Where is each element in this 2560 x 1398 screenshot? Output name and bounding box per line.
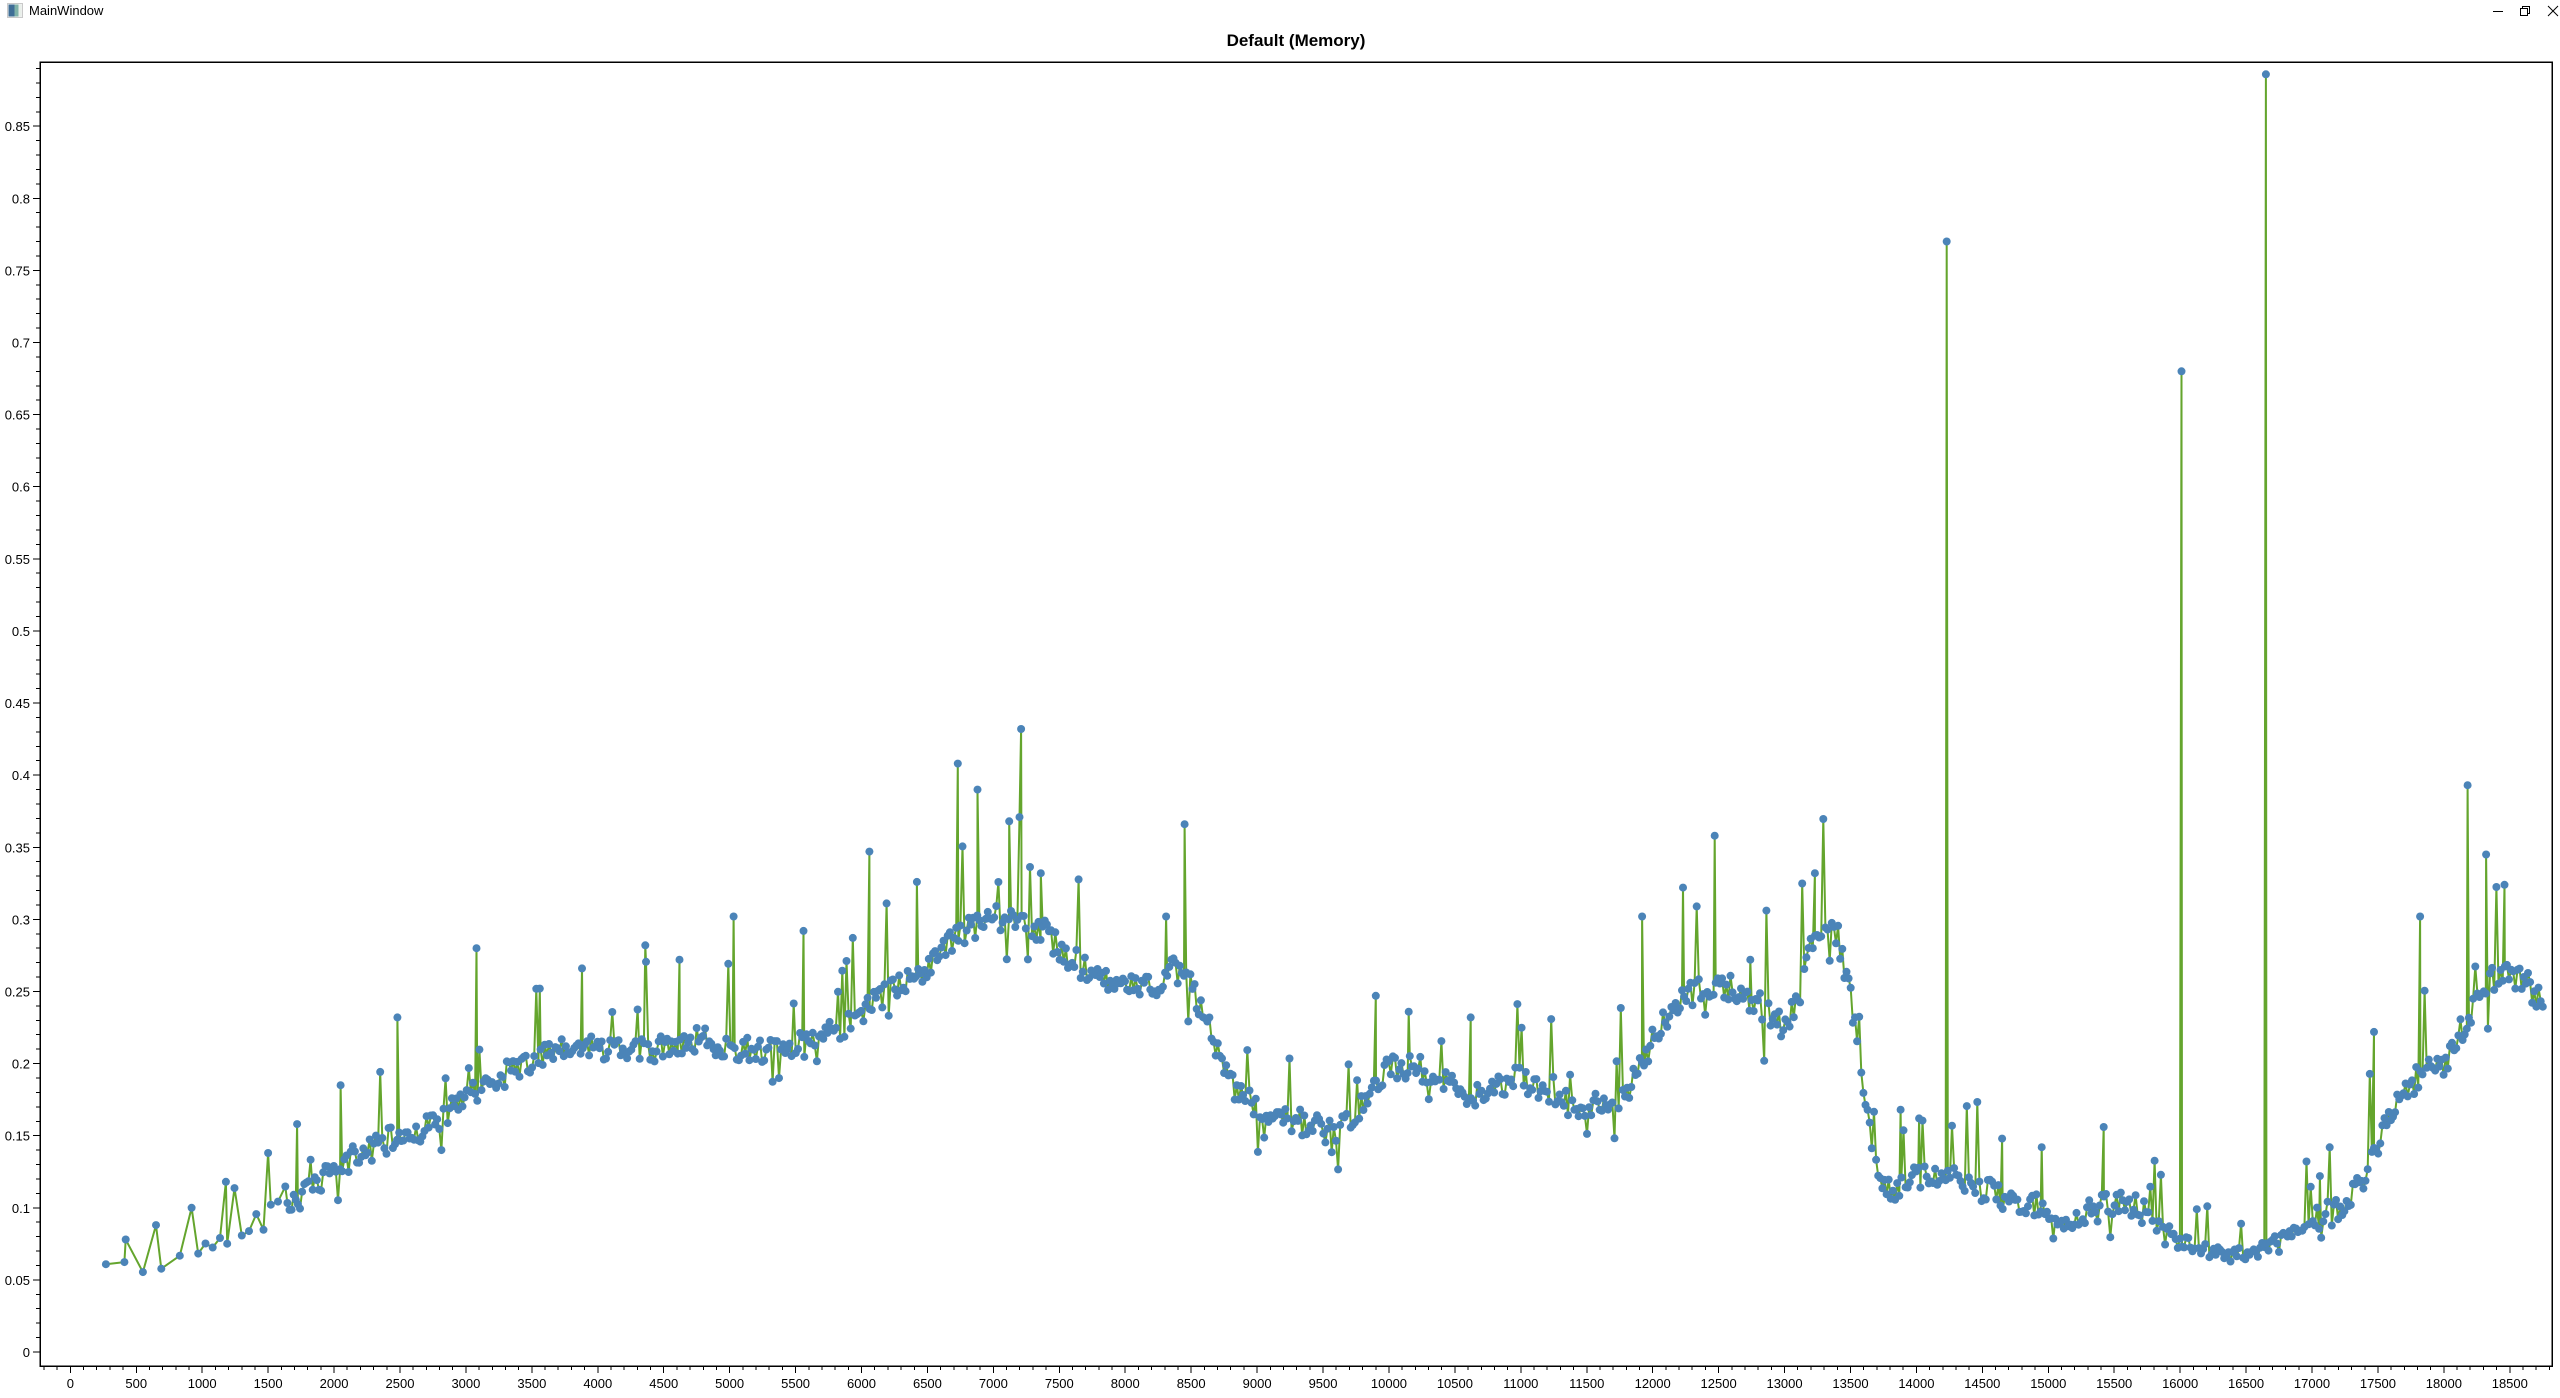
svg-text:12500: 12500 (1701, 1376, 1737, 1391)
svg-text:7000: 7000 (979, 1376, 1008, 1391)
svg-text:0.3: 0.3 (12, 912, 30, 927)
svg-text:14000: 14000 (1898, 1376, 1934, 1391)
svg-text:15500: 15500 (2096, 1376, 2132, 1391)
svg-text:11500: 11500 (1569, 1376, 1604, 1391)
close-icon (2547, 5, 2559, 17)
svg-text:0: 0 (23, 1345, 30, 1360)
svg-text:11000: 11000 (1503, 1376, 1538, 1391)
svg-text:8500: 8500 (1177, 1376, 1206, 1391)
svg-text:8000: 8000 (1111, 1376, 1140, 1391)
svg-text:13500: 13500 (1832, 1376, 1868, 1391)
svg-text:0.7: 0.7 (12, 335, 30, 350)
svg-text:4500: 4500 (649, 1376, 678, 1391)
svg-text:2000: 2000 (320, 1376, 349, 1391)
svg-text:7500: 7500 (1045, 1376, 1074, 1391)
svg-text:0.25: 0.25 (5, 984, 30, 999)
svg-text:15000: 15000 (2030, 1376, 2066, 1391)
svg-text:10500: 10500 (1437, 1376, 1473, 1391)
y-axis: 0 0.05 0.1 0.15 0.2 0.25 0.3 0.35 0.4 0.45 0.5 0.55… (5, 67, 40, 1360)
svg-text:14500: 14500 (1964, 1376, 2000, 1391)
title-bar: MainWindow (0, 0, 2560, 24)
minimize-icon (2493, 11, 2503, 12)
plot-frame (39, 61, 2553, 1367)
svg-text:18000: 18000 (2426, 1376, 2462, 1391)
svg-text:12000: 12000 (1635, 1376, 1671, 1391)
svg-text:10000: 10000 (1371, 1376, 1407, 1391)
svg-text:4000: 4000 (583, 1376, 612, 1391)
svg-text:500: 500 (125, 1376, 147, 1391)
restore-button[interactable] (2511, 0, 2539, 22)
svg-text:0.6: 0.6 (12, 480, 30, 495)
svg-text:0.8: 0.8 (12, 191, 30, 206)
svg-text:0.65: 0.65 (5, 408, 30, 423)
svg-text:0.05: 0.05 (5, 1273, 30, 1288)
svg-text:17500: 17500 (2360, 1376, 2396, 1391)
svg-text:18500: 18500 (2492, 1376, 2528, 1391)
svg-text:0.75: 0.75 (5, 263, 30, 278)
minimize-button[interactable] (2484, 0, 2512, 22)
window-title: MainWindow (29, 3, 104, 18)
svg-text:5500: 5500 (781, 1376, 810, 1391)
svg-text:1500: 1500 (254, 1376, 283, 1391)
svg-text:17000: 17000 (2294, 1376, 2330, 1391)
svg-text:0.15: 0.15 (5, 1129, 30, 1144)
svg-text:5000: 5000 (715, 1376, 744, 1391)
svg-text:3000: 3000 (451, 1376, 480, 1391)
series-markers (101, 70, 2547, 1277)
svg-text:0.4: 0.4 (12, 768, 30, 783)
svg-text:0.1: 0.1 (12, 1201, 30, 1216)
chart-title: Default (Memory) (1226, 31, 1366, 50)
svg-text:1000: 1000 (188, 1376, 217, 1391)
svg-text:0.35: 0.35 (5, 840, 30, 855)
svg-text:6500: 6500 (913, 1376, 942, 1391)
close-button[interactable] (2539, 0, 2560, 22)
svg-text:9000: 9000 (1243, 1376, 1272, 1391)
svg-text:2500: 2500 (386, 1376, 415, 1391)
svg-text:0.55: 0.55 (5, 552, 30, 567)
svg-text:0.45: 0.45 (5, 696, 30, 711)
svg-text:3500: 3500 (517, 1376, 546, 1391)
svg-text:0.5: 0.5 (12, 624, 30, 639)
x-axis: 0 500 1000 1500 2000 2500 3000 3500 4000 4500 5000… (43, 1366, 2550, 1391)
svg-text:0: 0 (67, 1376, 74, 1391)
svg-text:0.2: 0.2 (12, 1057, 30, 1072)
svg-text:16000: 16000 (2162, 1376, 2198, 1391)
restore-icon (2520, 6, 2530, 16)
app-icon[interactable] (7, 3, 23, 18)
chart-canvas[interactable]: 0 500 1000 1500 2000 2500 3000 3500 4000 4500 5000… (0, 24, 2560, 1398)
svg-text:0.85: 0.85 (5, 119, 30, 134)
svg-text:6000: 6000 (847, 1376, 876, 1391)
svg-text:9500: 9500 (1309, 1376, 1338, 1391)
svg-text:13000: 13000 (1766, 1376, 1802, 1391)
svg-text:16500: 16500 (2228, 1376, 2264, 1391)
